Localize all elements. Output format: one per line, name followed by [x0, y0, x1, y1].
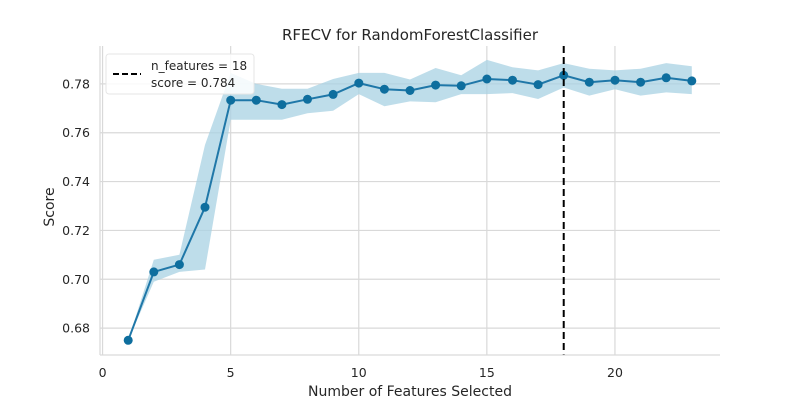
score-point: [251, 95, 261, 105]
score-point: [174, 260, 184, 270]
x-tick-label: 10: [351, 365, 367, 380]
confidence-band-layer: [128, 59, 692, 341]
score-point: [456, 81, 466, 91]
y-tick-label: 0.78: [62, 76, 90, 91]
score-point: [687, 76, 697, 86]
legend-label-n-features: n_features = 18: [151, 59, 247, 73]
score-point: [328, 89, 338, 99]
legend: n_features = 18 score = 0.784: [105, 53, 255, 95]
x-tick-label: 0: [99, 365, 107, 380]
x-tick-label: 15: [479, 365, 495, 380]
score-point: [149, 267, 159, 277]
score-point: [533, 80, 543, 90]
x-tick-label: 5: [227, 365, 235, 380]
score-point: [303, 94, 312, 104]
score-point: [200, 202, 210, 212]
score-point: [277, 100, 287, 110]
score-point: [636, 77, 646, 87]
x-axis-label: Number of Features Selected: [308, 384, 512, 400]
score-point: [431, 80, 441, 90]
y-tick-label: 0.68: [62, 321, 90, 336]
legend-label-score: score = 0.784: [151, 76, 235, 90]
x-tick-label: 20: [607, 365, 623, 380]
score-point: [584, 77, 594, 87]
score-point: [610, 75, 620, 85]
score-point: [482, 74, 492, 84]
y-tick-label: 0.70: [62, 272, 90, 287]
y-tick-label: 0.76: [62, 125, 90, 140]
score-point: [226, 95, 236, 105]
axes: [99, 46, 720, 356]
y-tick-label: 0.72: [62, 223, 90, 238]
legend-box: [105, 53, 255, 95]
score-point: [559, 70, 569, 80]
score-point: [123, 335, 133, 345]
tick-labels: 0 5 10 15 20 0.68 0.70 0.72 0.74 0.76 0.78: [62, 76, 623, 380]
chart-title: RFECV for RandomForestClassifier: [282, 26, 539, 44]
score-point: [354, 78, 364, 88]
score-point: [379, 84, 389, 94]
confidence-band: [128, 59, 692, 341]
score-markers: [123, 70, 697, 345]
score-point: [405, 86, 415, 95]
y-tick-label: 0.74: [62, 174, 90, 189]
score-point: [508, 75, 517, 85]
y-axis-label: Score: [42, 187, 58, 226]
score-point: [661, 73, 671, 83]
